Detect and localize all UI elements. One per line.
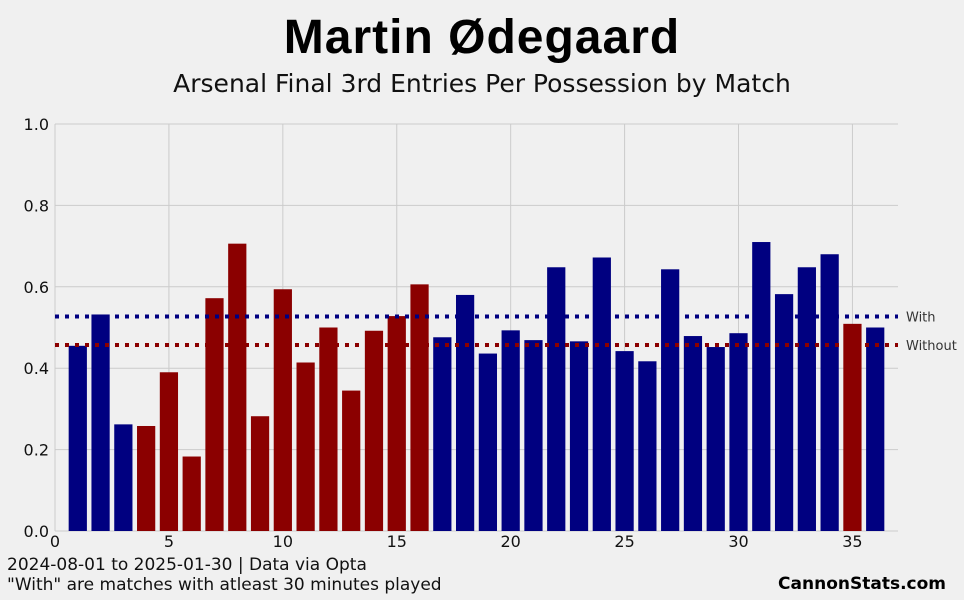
bar-match-26 <box>638 361 657 531</box>
bar-match-6 <box>182 456 201 531</box>
tick-labels: 0.0 0.2 0.4 0.6 0.8 1.0 0 5 10 15 20 25 30 35 <box>24 115 863 551</box>
bar-match-9 <box>250 416 270 531</box>
date-range-note: 2024-08-01 to 2025-01-30 | Data via Opta <box>7 555 367 575</box>
ref-label-with: With <box>906 311 936 326</box>
bar-match-20 <box>501 330 520 531</box>
bar-match-8 <box>228 243 247 531</box>
bar-match-19 <box>478 353 498 531</box>
x-tick-label: 25 <box>614 532 634 551</box>
x-tick-label: 5 <box>164 532 174 551</box>
bar-match-28 <box>683 336 703 531</box>
bar-match-2 <box>91 314 110 531</box>
bar-match-22 <box>547 267 566 531</box>
bar-match-5 <box>159 372 179 531</box>
bars <box>68 242 885 532</box>
with-definition-note: "With" are matches with atleast 30 minut… <box>7 575 442 595</box>
bar-match-24 <box>592 257 611 531</box>
bar-match-23 <box>569 341 589 531</box>
ref-label-without: Without <box>906 339 957 354</box>
bar-match-3 <box>114 424 133 531</box>
y-tick-label: 0.6 <box>24 278 49 297</box>
bar-match-1 <box>68 345 87 531</box>
bar-match-35 <box>843 323 862 531</box>
bar-match-34 <box>820 254 839 532</box>
bar-match-10 <box>273 289 292 531</box>
bar-match-4 <box>137 425 156 531</box>
bar-match-33 <box>797 267 816 531</box>
bar-match-13 <box>342 390 361 531</box>
x-tick-label: 35 <box>842 532 862 551</box>
bar-match-30 <box>729 333 748 531</box>
reference-lines: With Without <box>55 311 957 354</box>
x-tick-label: 30 <box>728 532 748 551</box>
y-tick-label: 0.8 <box>24 196 49 215</box>
bar-match-36 <box>866 327 885 531</box>
bar-match-17 <box>433 337 452 531</box>
bar-match-29 <box>706 347 725 531</box>
bar-match-14 <box>364 330 384 531</box>
bar-match-25 <box>615 351 634 531</box>
chart-subtitle: Arsenal Final 3rd Entries Per Possession… <box>173 69 791 98</box>
y-tick-label: 0.4 <box>24 359 49 378</box>
x-tick-label: 20 <box>500 532 520 551</box>
bar-match-7 <box>205 298 224 531</box>
bar-match-16 <box>410 284 429 531</box>
y-tick-label: 0.2 <box>24 441 49 460</box>
bar-match-31 <box>752 242 771 531</box>
bar-match-21 <box>524 340 543 531</box>
chart-title: Martin Ødegaard <box>283 11 681 64</box>
bar-match-18 <box>455 294 475 531</box>
bar-match-11 <box>296 362 315 531</box>
x-tick-label: 0 <box>50 532 60 551</box>
x-tick-label: 15 <box>387 532 407 551</box>
y-tick-label: 1.0 <box>24 115 49 134</box>
y-tick-label: 0.0 <box>24 522 49 541</box>
site-credit: CannonStats.com <box>778 574 946 594</box>
bar-match-15 <box>387 316 406 531</box>
bar-match-27 <box>661 269 680 531</box>
x-tick-label: 10 <box>273 532 293 551</box>
bar-match-12 <box>319 327 338 531</box>
grid-lines <box>54 123 898 532</box>
bar-match-32 <box>774 294 794 531</box>
